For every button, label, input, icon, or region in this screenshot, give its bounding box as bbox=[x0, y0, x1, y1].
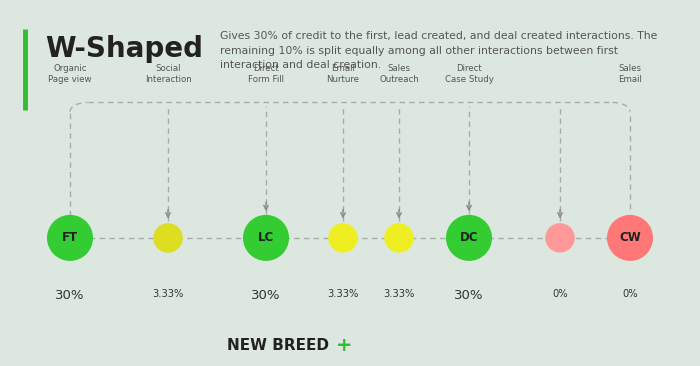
Text: FT: FT bbox=[62, 231, 78, 244]
Point bbox=[64, 235, 76, 241]
Text: 0%: 0% bbox=[622, 289, 638, 299]
Text: CW: CW bbox=[619, 231, 641, 244]
Text: 30%: 30% bbox=[55, 289, 85, 302]
Point bbox=[554, 235, 566, 241]
Text: +: + bbox=[336, 336, 353, 355]
Text: 3.33%: 3.33% bbox=[153, 289, 183, 299]
Point bbox=[393, 235, 405, 241]
Text: Sales
Email: Sales Email bbox=[618, 64, 642, 84]
Point bbox=[162, 235, 174, 241]
Text: Email
Nurture: Email Nurture bbox=[326, 64, 360, 84]
Point bbox=[260, 235, 272, 241]
Text: LC: LC bbox=[258, 231, 274, 244]
Text: 3.33%: 3.33% bbox=[384, 289, 414, 299]
Text: NEW BREED: NEW BREED bbox=[227, 339, 329, 353]
Text: 0%: 0% bbox=[552, 289, 568, 299]
Text: 30%: 30% bbox=[251, 289, 281, 302]
Point bbox=[337, 235, 349, 241]
Text: 3.33%: 3.33% bbox=[328, 289, 358, 299]
Text: Organic
Page view: Organic Page view bbox=[48, 64, 92, 84]
Text: W-Shaped: W-Shaped bbox=[46, 36, 204, 63]
Text: DC: DC bbox=[460, 231, 478, 244]
Text: 30%: 30% bbox=[454, 289, 484, 302]
Text: Social
Interaction: Social Interaction bbox=[145, 64, 191, 84]
Text: Direct
Form Fill: Direct Form Fill bbox=[248, 64, 284, 84]
Text: Direct
Case Study: Direct Case Study bbox=[444, 64, 493, 84]
Point bbox=[624, 235, 636, 241]
Text: Sales
Outreach: Sales Outreach bbox=[379, 64, 419, 84]
Text: Gives 30% of credit to the first, lead created, and deal created interactions. T: Gives 30% of credit to the first, lead c… bbox=[220, 31, 658, 70]
Point bbox=[463, 235, 475, 241]
